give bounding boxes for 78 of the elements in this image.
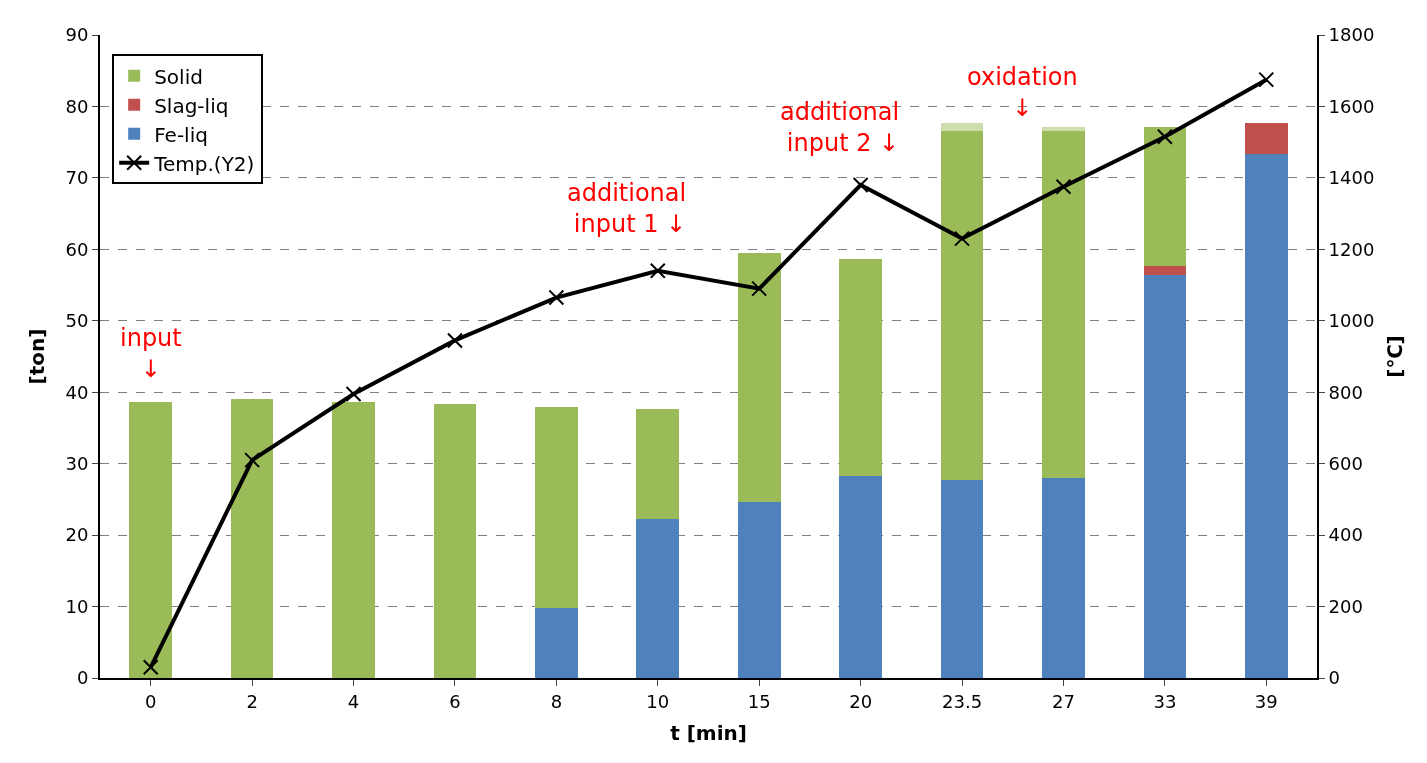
bar — [940, 122, 984, 132]
y2-axis-title: [℃] — [1383, 335, 1408, 378]
point — [852, 177, 869, 194]
y2-tick-label: 400 — [1328, 524, 1363, 546]
y-tick-label: 0 — [76, 667, 89, 689]
bar — [1143, 275, 1187, 678]
bar — [737, 252, 781, 502]
x-tick-label: 10 — [646, 690, 670, 712]
x-axis-title: t [min] — [670, 720, 747, 745]
y-tick-label: 30 — [65, 452, 89, 474]
bar — [940, 131, 984, 481]
bar — [433, 404, 477, 678]
y-tick-label: 40 — [65, 381, 89, 403]
bar — [1143, 265, 1187, 276]
legend-label: Fe-liq — [154, 122, 208, 147]
x-tick-label: 0 — [144, 690, 157, 712]
point — [244, 452, 261, 469]
y-tick-label: 20 — [65, 524, 89, 546]
y-tick-label: 60 — [65, 238, 89, 260]
bar — [332, 402, 375, 678]
bar — [839, 259, 882, 476]
bar — [1244, 153, 1288, 678]
y2-tick-label: 800 — [1328, 381, 1363, 403]
bar — [230, 399, 274, 678]
point — [954, 230, 971, 247]
x-tick-label: 15 — [747, 690, 771, 712]
y2-tick-label: 1400 — [1328, 167, 1375, 189]
bar — [1042, 477, 1085, 678]
bar — [636, 518, 680, 678]
point — [1055, 178, 1072, 195]
bar — [737, 501, 781, 678]
annotation: additional input 2 ↓ — [780, 98, 900, 158]
x-tick-label: 4 — [347, 690, 360, 712]
bar — [940, 480, 984, 678]
point — [548, 289, 565, 306]
point — [345, 386, 362, 403]
annotation: oxidation ↓ — [967, 63, 1078, 123]
y2-tick-label: 1800 — [1328, 24, 1375, 46]
x-tick-label: 33 — [1153, 690, 1177, 712]
x-tick-label: 23.5 — [942, 690, 983, 712]
x-tick-label: 27 — [1052, 690, 1075, 712]
annotation: additional input 1 ↓ — [567, 179, 687, 239]
bar — [535, 406, 578, 608]
x-tick-label: 2 — [246, 690, 258, 712]
bar — [1244, 122, 1288, 154]
x-tick-label: 20 — [849, 690, 873, 712]
point — [1156, 128, 1173, 145]
y-tick-label: 80 — [65, 95, 89, 117]
point — [446, 332, 463, 349]
bar — [1042, 131, 1085, 478]
annotation: input ↓ — [120, 324, 182, 384]
bar — [129, 402, 173, 678]
point — [1258, 71, 1275, 88]
bar — [839, 475, 882, 678]
y2-tick-label: 200 — [1328, 595, 1363, 617]
y-tick-label: 90 — [65, 24, 89, 46]
y2-tick-label: 1600 — [1328, 95, 1375, 117]
y2-tick-label: 600 — [1328, 452, 1363, 474]
legend-label: Solid — [154, 64, 203, 89]
y-axis-title: [ton] — [25, 328, 50, 385]
y2-tick-label: 1200 — [1328, 238, 1375, 260]
point — [649, 262, 666, 279]
x-tick-label: 8 — [550, 690, 563, 712]
bar — [1042, 127, 1085, 132]
bar — [636, 408, 680, 519]
y-tick-label: 50 — [65, 310, 89, 332]
y-tick-label: 10 — [65, 595, 89, 617]
point — [142, 659, 159, 676]
y2-tick-label: 0 — [1328, 667, 1341, 689]
legend-label: Temp.(Y2) — [153, 151, 255, 176]
y-tick-label: 70 — [65, 167, 89, 189]
bar — [535, 607, 578, 678]
point — [751, 280, 768, 297]
x-tick-label: 6 — [449, 690, 461, 712]
y2-tick-label: 1000 — [1328, 310, 1375, 332]
x-tick-label: 39 — [1254, 690, 1278, 712]
bar — [1143, 127, 1187, 266]
legend-label: Slag-liq — [154, 93, 229, 118]
